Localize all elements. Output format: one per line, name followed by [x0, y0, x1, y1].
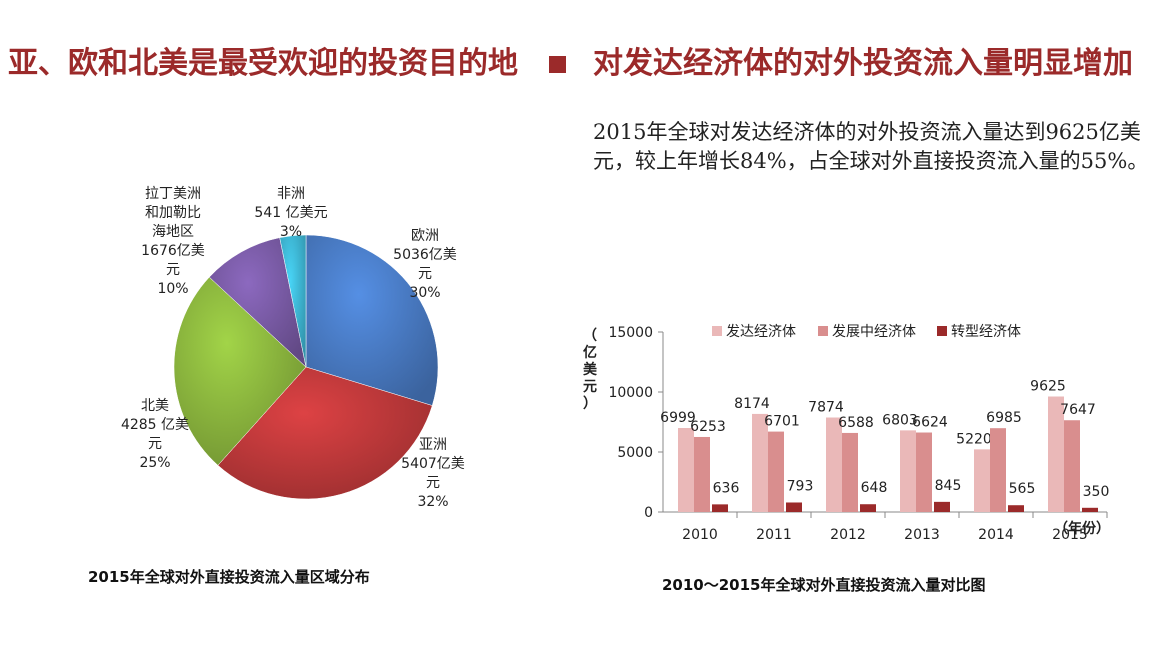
- bar-data-label: 565: [1009, 481, 1036, 497]
- bar-data-label: 9625: [1030, 379, 1066, 395]
- bar: [1048, 396, 1064, 512]
- bar: [1008, 505, 1024, 512]
- bar-data-label: 636: [713, 480, 740, 496]
- bar: [900, 430, 916, 512]
- bar-data-label: 6999: [660, 410, 696, 426]
- bar-data-label: 5220: [956, 431, 992, 447]
- bar: [1082, 507, 1098, 512]
- bar: [990, 428, 1006, 512]
- bar: [678, 428, 694, 512]
- pie-chart-title: 2015年全球对外直接投资流入量区域分布: [88, 568, 370, 586]
- pie-slice-label: 欧洲 5036亿美元 30%: [393, 228, 457, 301]
- x-tick-label: 2010: [682, 527, 718, 543]
- bar-data-label: 6253: [690, 419, 726, 435]
- bar: [974, 449, 990, 512]
- bar: [786, 502, 802, 512]
- pie-slice: [173, 276, 307, 466]
- bar: [694, 436, 710, 512]
- legend-swatch: [712, 326, 722, 336]
- legend-swatch: [818, 326, 828, 336]
- y-tick-label: 0: [644, 505, 653, 521]
- bar: [752, 413, 768, 512]
- pie-slice-label: 拉丁美洲和加勒比海地区 1676亿美元 10%: [141, 186, 205, 297]
- pie-slice: [305, 234, 439, 406]
- legend-swatch: [937, 326, 947, 336]
- pie-slice-label: 北美 4285 亿美元 25%: [121, 398, 189, 471]
- bar: [1064, 420, 1080, 512]
- bar-data-label: 7874: [808, 400, 844, 416]
- bar-data-label: 7647: [1060, 402, 1096, 418]
- legend-label: 发展中经济体: [832, 324, 916, 340]
- bar-chart-title: 2010～2015年全球对外直接投资流入量对比图: [662, 576, 986, 594]
- bar: [916, 432, 932, 512]
- bar: [934, 501, 950, 512]
- intro-paragraph: 2015年全球对发达经济体的对外投资流入量达到9625亿美元，较上年增长84%，…: [593, 120, 1149, 173]
- y-tick-label: 15000: [608, 325, 653, 341]
- pie-slice-label: 亚洲 5407亿美元 32%: [401, 437, 465, 510]
- pie-slice: [208, 237, 307, 368]
- left-header-title: 亚、欧和北美是最受欢迎的投资目的地: [8, 46, 518, 81]
- bar-data-label: 350: [1083, 484, 1110, 500]
- right-header-title: 对发达经济体的对外投资流入量明显增加: [593, 46, 1133, 81]
- bar: [768, 431, 784, 512]
- bar: [712, 504, 728, 512]
- x-tick-label: 2013: [904, 527, 940, 543]
- legend-label: 发达经济体: [726, 324, 796, 340]
- bar: [842, 432, 858, 512]
- bar-data-label: 648: [861, 480, 888, 496]
- y-tick-label: 5000: [617, 445, 653, 461]
- x-tick-label: 2012: [830, 527, 866, 543]
- x-tick-label: 2011: [756, 527, 792, 543]
- x-tick-label: 2015: [1052, 527, 1088, 543]
- x-axis-label: （年份）: [1054, 520, 1110, 537]
- header-bullet: [549, 56, 566, 73]
- pie-slice-label: 非洲 541 亿美元 3%: [254, 186, 327, 240]
- bar-data-label: 8174: [734, 396, 770, 412]
- bar-data-label: 6985: [986, 410, 1022, 426]
- bar-data-label: 6701: [764, 414, 800, 430]
- x-tick-label: 2014: [978, 527, 1014, 543]
- bar-data-label: 793: [787, 478, 814, 494]
- pie-slice: [279, 234, 307, 368]
- bar-data-label: 845: [935, 478, 962, 494]
- y-tick-label: 10000: [608, 385, 653, 401]
- bar: [860, 504, 876, 512]
- bar-data-label: 6588: [838, 415, 874, 431]
- pie-slice: [217, 366, 433, 500]
- legend-label: 转型经济体: [951, 324, 1021, 340]
- bar: [826, 417, 842, 512]
- bar-data-label: 6624: [912, 415, 948, 431]
- bar-data-label: 6803: [882, 412, 918, 428]
- y-axis-label: （亿美元）: [583, 328, 598, 412]
